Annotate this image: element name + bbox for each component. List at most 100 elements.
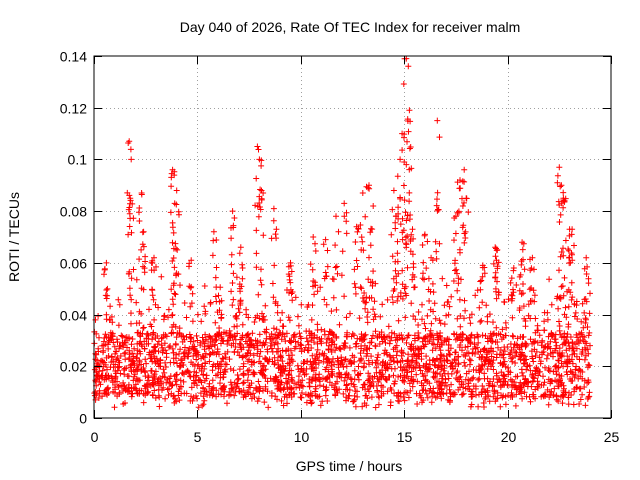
data-point <box>446 303 453 310</box>
data-point <box>351 280 358 287</box>
data-point <box>366 254 372 261</box>
data-point <box>585 280 592 287</box>
data-point <box>188 384 195 391</box>
data-point <box>532 370 539 377</box>
x-tick-label: 20 <box>501 429 517 445</box>
data-point <box>222 354 229 361</box>
data-point <box>466 356 473 363</box>
data-point <box>498 369 505 376</box>
data-point <box>113 348 119 355</box>
data-point <box>556 202 563 208</box>
data-point <box>333 386 340 393</box>
data-point <box>399 215 406 222</box>
data-point <box>260 232 267 239</box>
data-point <box>295 373 302 380</box>
data-point <box>351 367 358 374</box>
data-point <box>481 264 488 271</box>
data-point <box>477 286 484 293</box>
data-point <box>128 367 135 373</box>
data-point <box>450 391 457 398</box>
data-point <box>394 348 401 355</box>
data-point <box>419 242 426 248</box>
data-point <box>240 363 247 370</box>
data-point <box>127 195 134 202</box>
data-point <box>188 257 195 264</box>
data-point <box>403 161 410 168</box>
data-point <box>509 354 516 361</box>
data-point <box>557 353 563 360</box>
data-point <box>417 367 424 374</box>
data-point <box>201 365 208 372</box>
data-point <box>281 333 288 340</box>
data-point <box>214 348 221 355</box>
data-point <box>182 344 188 351</box>
data-point <box>104 366 110 373</box>
data-point <box>143 360 150 367</box>
data-point <box>347 357 354 364</box>
data-point <box>166 344 172 351</box>
data-point <box>556 294 563 301</box>
data-point <box>399 367 406 374</box>
data-point <box>461 178 468 185</box>
data-point <box>169 258 176 264</box>
data-point <box>105 384 111 391</box>
data-point <box>206 351 213 358</box>
data-point <box>301 371 308 378</box>
data-point <box>163 333 170 340</box>
data-point <box>231 215 238 221</box>
data-point <box>254 143 261 150</box>
data-point <box>408 300 415 307</box>
data-point <box>574 384 580 391</box>
data-point <box>264 378 271 385</box>
data-point <box>312 240 318 247</box>
y-tick-label: 0.04 <box>60 308 87 324</box>
data-point <box>462 344 469 351</box>
data-point <box>307 261 314 268</box>
data-point <box>260 340 267 346</box>
data-point <box>438 395 445 402</box>
data-point <box>439 372 446 379</box>
data-point <box>516 305 523 311</box>
data-point <box>556 345 563 352</box>
data-point <box>401 374 408 381</box>
data-point <box>399 267 406 274</box>
data-point <box>483 302 490 309</box>
data-point <box>520 240 527 247</box>
data-point <box>262 302 269 309</box>
data-point <box>396 332 403 339</box>
data-point <box>569 251 575 258</box>
data-point <box>240 379 247 386</box>
data-point <box>269 348 276 355</box>
data-point <box>320 241 327 248</box>
data-point <box>406 198 413 205</box>
data-point <box>486 382 492 389</box>
data-point <box>205 342 212 349</box>
data-point <box>479 299 486 306</box>
data-point <box>386 333 392 340</box>
data-point <box>155 338 162 345</box>
data-point <box>560 252 567 259</box>
data-point <box>100 347 107 354</box>
data-point <box>343 209 350 216</box>
data-point <box>171 399 178 406</box>
data-point <box>436 317 443 324</box>
data-point <box>433 255 440 262</box>
data-point <box>587 290 593 297</box>
data-point <box>475 339 482 346</box>
data-point <box>566 260 573 267</box>
data-point <box>429 393 436 400</box>
data-point <box>579 300 586 307</box>
data-point <box>177 383 184 390</box>
data-point <box>140 325 146 332</box>
data-point <box>160 316 167 323</box>
data-point <box>459 203 466 209</box>
data-point <box>500 354 507 361</box>
data-point <box>170 355 177 362</box>
data-point <box>467 320 474 327</box>
data-point <box>531 292 538 299</box>
data-point <box>571 301 578 308</box>
data-point <box>522 323 529 330</box>
data-point <box>415 346 422 353</box>
data-point <box>458 337 465 344</box>
